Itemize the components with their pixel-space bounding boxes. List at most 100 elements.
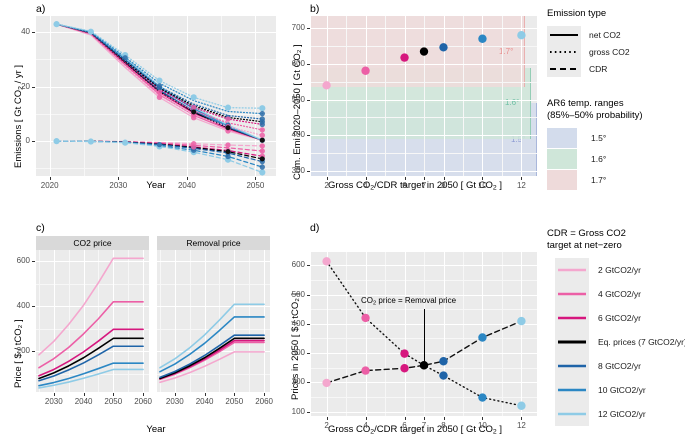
gridline-h xyxy=(157,283,270,285)
legend-cdr-label-5[interactable]: 10 GtCO2/yr xyxy=(598,385,646,395)
y-tick-label: 0 xyxy=(25,135,30,145)
legend-emission-label-1[interactable]: gross CO2 xyxy=(589,46,630,57)
panel-c-xlabel: Year xyxy=(146,424,166,435)
legend-temp-swatch-1[interactable] xyxy=(547,149,577,169)
series-line xyxy=(159,334,265,379)
panel-a-xlabel: Year xyxy=(146,180,166,191)
y-tick-label: 400 xyxy=(291,130,305,140)
gridline-h xyxy=(311,382,537,384)
gridline-v xyxy=(143,250,145,392)
series-line xyxy=(55,23,263,115)
gridline-v xyxy=(160,250,161,392)
legend-temp-label-1[interactable]: 1.6° xyxy=(591,153,607,164)
tick-mark xyxy=(307,294,310,296)
y-tick-label: 700 xyxy=(291,23,305,33)
data-point xyxy=(259,121,265,128)
tick-mark xyxy=(307,64,310,65)
gridline-v xyxy=(68,250,70,392)
tick-mark xyxy=(326,177,328,180)
legend-temp-label-0[interactable]: 1.5° xyxy=(591,132,607,143)
y-tick-label: 300 xyxy=(291,165,305,175)
data-point xyxy=(53,21,60,28)
x-tick-label: 2030 xyxy=(109,181,128,190)
legend-emission-label-0[interactable]: net CO2 xyxy=(589,29,621,40)
gridline-v xyxy=(346,16,347,176)
gridline-v xyxy=(404,252,406,416)
data-point xyxy=(156,141,163,148)
tick-mark xyxy=(424,177,425,180)
gridline-v xyxy=(463,252,464,416)
series-line xyxy=(38,368,144,389)
tick-mark xyxy=(234,393,236,396)
gridline-v xyxy=(234,250,236,392)
gridline-v xyxy=(186,16,188,176)
data-point xyxy=(400,349,409,358)
legend-temp-swatch-0[interactable] xyxy=(547,128,577,148)
tick-mark xyxy=(83,393,85,396)
legend-temp-swatch-2[interactable] xyxy=(547,170,577,190)
tick-mark xyxy=(49,177,51,180)
data-point xyxy=(361,313,370,323)
panel-d-series xyxy=(322,257,526,410)
y-tick-label: 400 xyxy=(291,318,305,328)
gridline-h xyxy=(36,261,149,263)
annotation-sub: 2 xyxy=(373,300,377,307)
y-tick-label: 200 xyxy=(16,346,30,356)
tick-mark xyxy=(307,28,310,30)
band-label: 1.6° xyxy=(505,98,520,108)
legend-cdr-line-4 xyxy=(558,364,586,368)
legend-cdr-line-0 xyxy=(558,268,586,272)
y-tick-label: 200 xyxy=(291,377,305,387)
tick-mark xyxy=(32,261,35,263)
gridline-h xyxy=(157,328,270,330)
gridline-v xyxy=(346,252,347,416)
data-point xyxy=(87,138,94,145)
gridline-v xyxy=(113,250,115,392)
x-tick-label: 7 xyxy=(421,181,427,190)
x-tick-label: 2040 xyxy=(177,181,196,190)
tick-mark xyxy=(404,177,406,180)
data-point xyxy=(361,66,370,75)
legend-cdr-label-3[interactable]: Eq. prices (7 GtCO2/yr) xyxy=(598,337,685,347)
panel-a-bg xyxy=(36,16,276,176)
gridline-v xyxy=(365,16,367,176)
panel-b-letter: b) xyxy=(310,3,320,15)
gridline-v xyxy=(501,252,503,416)
gridline-h xyxy=(157,306,270,308)
facet-strip: CO2 price xyxy=(36,236,149,250)
gridline-h xyxy=(36,328,149,330)
gridline-h xyxy=(157,374,270,375)
data-point xyxy=(259,127,265,133)
gridline-h xyxy=(157,261,270,263)
panel-a-series xyxy=(53,21,266,176)
tick-mark xyxy=(264,393,266,396)
legend-cdr-label-6[interactable]: 12 GtCO2/yr xyxy=(598,409,646,419)
legend-cdr-label-0[interactable]: 2 GtCO2/yr xyxy=(598,265,641,275)
gridline-v xyxy=(83,250,85,392)
facet-strip: Removal price xyxy=(157,236,270,250)
legend-temp-label-2[interactable]: 1.7° xyxy=(591,174,607,185)
annotation-pre: CO xyxy=(361,296,373,306)
tick-mark xyxy=(255,177,257,180)
tick-mark xyxy=(365,417,367,420)
gridline-v xyxy=(219,250,221,392)
data-point xyxy=(156,77,163,84)
data-point xyxy=(156,94,163,101)
x-tick-label: 2050 xyxy=(225,397,244,406)
gridline-h xyxy=(311,294,537,296)
legend-cdr-label-4[interactable]: 8 GtCO2/yr xyxy=(598,361,641,371)
y-tick-label: 600 xyxy=(291,260,305,270)
annotation-leader-line xyxy=(424,309,426,366)
legend-cdr-label-1[interactable]: 4 GtCO2/yr xyxy=(598,289,641,299)
legend-emission-label-2[interactable]: CDR xyxy=(589,63,608,74)
legend-emission-line-2 xyxy=(550,67,578,70)
tick-mark xyxy=(307,353,310,354)
y-tick-label: 300 xyxy=(291,348,305,357)
data-point xyxy=(122,139,129,146)
data-point xyxy=(259,132,265,139)
data-point xyxy=(259,137,265,143)
panel-c-series-1 xyxy=(159,303,265,384)
legend-cdr-label-2[interactable]: 6 GtCO2/yr xyxy=(598,313,641,323)
panel-c-facet-1-bg xyxy=(157,250,270,392)
data-point xyxy=(224,104,232,111)
